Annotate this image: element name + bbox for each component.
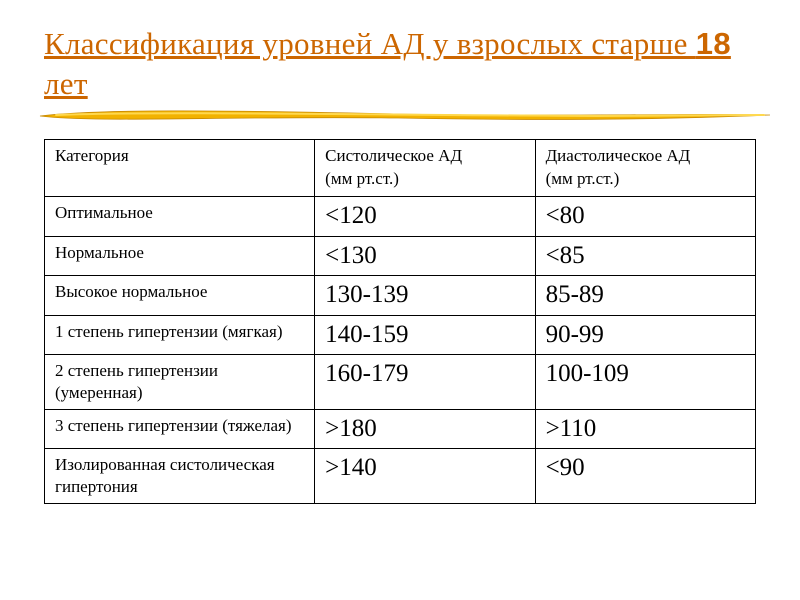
col-header-line1: Диастолическое АД — [546, 145, 745, 168]
title-suffix: лет — [44, 66, 88, 101]
cell-category: 2 степень гипертензии (умеренная) — [45, 355, 315, 410]
table-row: Оптимальное <120 <80 — [45, 197, 756, 237]
title-underline-stroke — [44, 109, 756, 127]
cell-systolic: >180 — [315, 409, 535, 449]
table-row: 3 степень гипертензии (тяжелая) >180 >11… — [45, 409, 756, 449]
cell-diastolic: 90-99 — [535, 315, 755, 355]
col-header-line1: Категория — [55, 145, 304, 168]
cell-systolic: <130 — [315, 236, 535, 276]
cell-systolic: 140-159 — [315, 315, 535, 355]
bp-table: Категория Систолическое АД (мм рт.ст.) Д… — [44, 139, 756, 504]
col-header-category: Категория — [45, 139, 315, 197]
cell-category: Оптимальное — [45, 197, 315, 237]
cell-diastolic: <80 — [535, 197, 755, 237]
table-row: 2 степень гипертензии (умеренная) 160-17… — [45, 355, 756, 410]
slide: Классификация уровней АД у взрослых стар… — [0, 0, 800, 534]
col-header-line2: (мм рт.ст.) — [325, 168, 524, 191]
col-header-systolic: Систолическое АД (мм рт.ст.) — [315, 139, 535, 197]
col-header-line1: Систолическое АД — [325, 145, 524, 168]
table-row: 1 степень гипертензии (мягкая) 140-159 9… — [45, 315, 756, 355]
title-prefix: Классификация уровней АД у взрослых стар… — [44, 26, 696, 61]
cell-category: Изолированная систолическая гипертония — [45, 449, 315, 504]
cell-category: Высокое нормальное — [45, 276, 315, 316]
cell-diastolic: <90 — [535, 449, 755, 504]
table-body: Оптимальное <120 <80 Нормальное <130 <85… — [45, 197, 756, 504]
cell-diastolic: >110 — [535, 409, 755, 449]
col-header-diastolic: Диастолическое АД (мм рт.ст.) — [535, 139, 755, 197]
page-title: Классификация уровней АД у взрослых стар… — [44, 24, 756, 105]
cell-diastolic: 100-109 — [535, 355, 755, 410]
cell-diastolic: 85-89 — [535, 276, 755, 316]
table-row: Нормальное <130 <85 — [45, 236, 756, 276]
cell-systolic: 130-139 — [315, 276, 535, 316]
table-row: Изолированная систолическая гипертония >… — [45, 449, 756, 504]
cell-category: 1 степень гипертензии (мягкая) — [45, 315, 315, 355]
table-row: Высокое нормальное 130-139 85-89 — [45, 276, 756, 316]
cell-category: 3 степень гипертензии (тяжелая) — [45, 409, 315, 449]
title-age: 18 — [696, 26, 731, 61]
cell-systolic: 160-179 — [315, 355, 535, 410]
cell-systolic: >140 — [315, 449, 535, 504]
col-header-line2: (мм рт.ст.) — [546, 168, 745, 191]
cell-systolic: <120 — [315, 197, 535, 237]
cell-category: Нормальное — [45, 236, 315, 276]
table-header-row: Категория Систолическое АД (мм рт.ст.) Д… — [45, 139, 756, 197]
cell-diastolic: <85 — [535, 236, 755, 276]
